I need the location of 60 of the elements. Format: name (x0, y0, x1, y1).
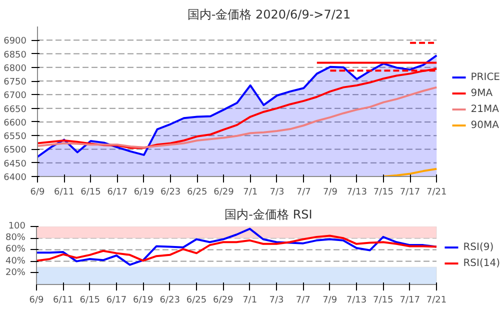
y-tick-label: 40% (5, 256, 26, 266)
y-tick-label: 6650 (4, 104, 27, 115)
x-tick-label: 7/17 (400, 296, 420, 306)
x-tick-label: 7/13 (346, 188, 367, 198)
x-tick-label: 7/15 (373, 188, 394, 198)
x-tick-label: 6/25 (186, 296, 207, 306)
x-tick-label: 6/9 (30, 188, 46, 198)
x-tick-label: 6/29 (213, 296, 234, 306)
y-tick-label: 6550 (4, 132, 27, 142)
line-series (38, 86, 438, 148)
y-tick-label: 6600 (4, 118, 27, 128)
x-tick-label: 6/11 (54, 188, 74, 198)
line-series (382, 168, 438, 176)
x-tick-label: 7/9 (322, 296, 338, 306)
x-tick-label: 7/1 (243, 188, 258, 198)
x-tick-label: 7/3 (269, 296, 284, 306)
chart-title: 国内-金価格 RSI (224, 208, 312, 222)
legend-label: 9MA (470, 88, 493, 98)
x-tick-label: 7/9 (322, 188, 338, 198)
y-tick-label: 6700 (4, 91, 27, 102)
x-tick-label: 6/23 (160, 188, 181, 198)
y-tick-label: 6500 (4, 146, 27, 156)
x-tick-label: 6/15 (80, 188, 101, 198)
x-tick-label: 6/19 (133, 296, 154, 306)
y-tick-label: 6900 (4, 36, 27, 47)
y-tick-label: 100 (8, 222, 26, 232)
x-tick-label: 6/17 (107, 188, 128, 198)
chart-title: 国内-金価格 2020/6/9->7/21 (187, 8, 351, 22)
x-tick-label: 6/11 (53, 296, 74, 306)
x-tick-label: 7/1 (242, 296, 258, 306)
y-tick-label: 6850 (4, 50, 27, 60)
legend-label: 90MA (470, 120, 499, 130)
x-tick-label: 7/17 (400, 188, 420, 198)
line-series (36, 234, 438, 262)
x-tick-label: 6/29 (214, 188, 234, 198)
x-tick-label: 7/13 (346, 296, 367, 306)
y-tick-label: 6450 (4, 159, 27, 170)
x-tick-label: 7/21 (426, 296, 447, 306)
y-tick-label: 60% (5, 244, 26, 255)
y-tick-label: 20% (5, 268, 26, 278)
x-tick-label: 6/19 (134, 188, 154, 198)
x-tick-label: 7/15 (373, 296, 394, 306)
x-tick-label: 7/7 (296, 188, 311, 198)
x-tick-label: 7/7 (296, 296, 310, 306)
y-tick-label: 6400 (4, 173, 27, 183)
x-tick-label: 7/3 (270, 188, 284, 198)
y-tick-label: 80% (5, 233, 26, 244)
legend-label: RSI(14) (463, 258, 500, 268)
legend-label: RSI(9) (463, 242, 494, 252)
y-tick-label: 6750 (4, 78, 27, 88)
x-tick-label: 6/25 (187, 188, 208, 198)
x-tick-label: 6/15 (80, 296, 100, 306)
x-tick-label: 7/21 (426, 188, 447, 198)
x-tick-label: 6/9 (29, 296, 44, 306)
x-tick-label: 6/23 (160, 296, 180, 306)
legend-label: 21MA (470, 104, 499, 114)
y-tick-label: 6800 (4, 64, 27, 74)
line-series (36, 228, 438, 266)
legend-label: PRICE (470, 72, 500, 82)
x-tick-label: 6/17 (106, 296, 127, 306)
